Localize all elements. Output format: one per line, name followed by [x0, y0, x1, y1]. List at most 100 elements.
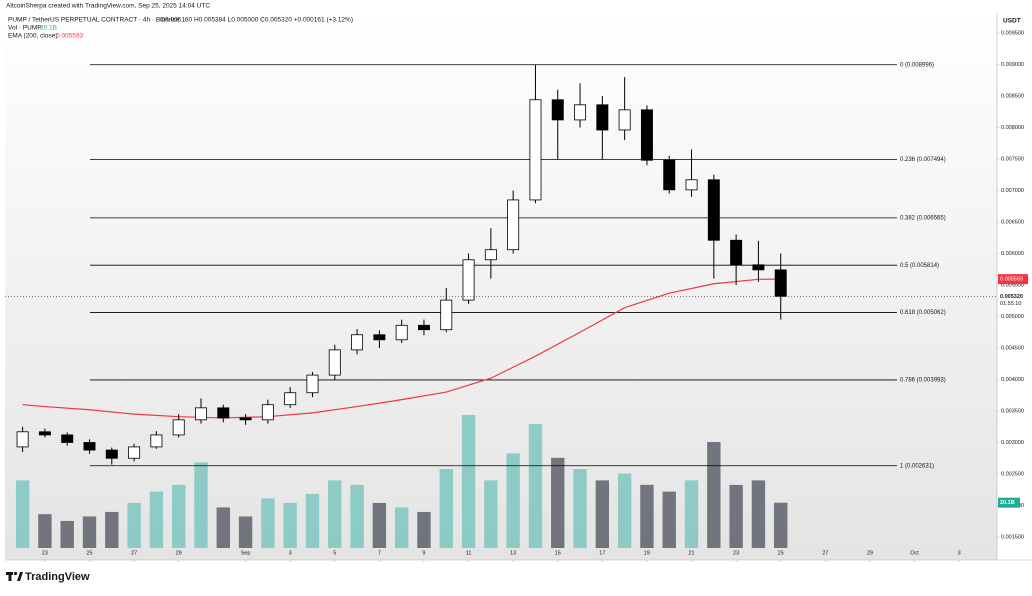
candle-body — [707, 179, 720, 241]
y-tick-label: 0.006000 — [1001, 251, 1024, 257]
candle-body — [417, 324, 430, 331]
candle-body — [640, 109, 653, 161]
ema-legend-value: 0.005593 — [56, 33, 83, 40]
volume-bar — [573, 469, 587, 548]
y-tick-label: 0.005500 — [1001, 282, 1024, 288]
volume-bar — [684, 480, 699, 548]
volume-bar — [439, 469, 453, 548]
candle-body — [306, 374, 319, 394]
candle-body — [440, 299, 453, 331]
volume-bar — [350, 484, 364, 548]
x-tick-label: 19 — [644, 550, 650, 556]
fib-label: 0.236 (0.007494) — [900, 157, 946, 163]
brand-logo — [6, 571, 23, 581]
volume-bar — [774, 502, 788, 548]
x-tick-label: 27 — [131, 550, 137, 556]
volume-bar — [461, 415, 476, 548]
volume-bar — [194, 462, 208, 548]
volume-bar — [640, 484, 654, 548]
fib-label: 1 (0.002631) — [900, 463, 934, 469]
x-tick-label: 15 — [555, 550, 561, 556]
volume-bar — [60, 520, 74, 548]
candle-body — [596, 104, 609, 131]
candle-body — [172, 419, 185, 436]
y-tick-label: 0.008000 — [1001, 125, 1024, 131]
x-tick-label: 17 — [599, 550, 605, 556]
candle-body — [774, 269, 787, 297]
candle-body — [284, 392, 297, 406]
ema-tag — [998, 274, 1028, 285]
y-tick-label: 0.002500 — [1001, 471, 1024, 477]
candle-body — [529, 99, 542, 201]
y-tick-label: 0.009500 — [1001, 30, 1024, 36]
y-tick-label: 0.005000 — [1001, 314, 1024, 320]
y-tick-label: 0.004500 — [1001, 345, 1024, 351]
y-tick-label: 0.003000 — [1001, 440, 1024, 446]
candle-body — [507, 199, 520, 251]
candle-body — [663, 159, 676, 191]
ohlc: O0.005160 H0.005384 L0.005000 C0.005320 … — [160, 17, 353, 24]
x-tick-label: 13 — [510, 550, 516, 556]
fib-label: 0.5 (0.005814) — [900, 263, 939, 269]
volume-bar — [617, 473, 632, 548]
x-tick-label: 29 — [867, 550, 873, 556]
x-tick-label: 5 — [333, 550, 336, 556]
x-tick-label: 7 — [378, 550, 381, 556]
countdown: 01:55:10 — [1000, 301, 1021, 307]
candle-body — [38, 431, 51, 436]
volume-bar — [38, 514, 52, 548]
fib-label: 0 (0.008996) — [900, 62, 934, 68]
volume-bar — [394, 507, 409, 548]
x-tick-label: 11 — [466, 550, 472, 556]
y-tick-label: 0.006500 — [1001, 219, 1024, 225]
volume-bar — [528, 424, 543, 548]
y-tick-label: 0.003500 — [1001, 408, 1024, 414]
x-tick-label: 3 — [289, 550, 292, 556]
candle-body — [61, 434, 74, 443]
volume-bar — [105, 511, 119, 548]
y-tick-label: 0.004000 — [1001, 377, 1024, 383]
symbol: PUMP / TetherUS PERPETUAL CONTRACT · 4h … — [8, 17, 180, 24]
ema-tag-label: 0.005593 — [1000, 277, 1023, 283]
candle-body — [618, 109, 631, 131]
volume-bar — [506, 453, 520, 548]
candle-body — [351, 334, 364, 351]
volume-bar — [662, 491, 676, 548]
last-price-label: 0.005320 — [1000, 294, 1023, 300]
volume-bar — [551, 457, 565, 548]
volume-bar — [127, 502, 141, 548]
y-tick-label: 0.007000 — [1001, 188, 1024, 194]
credit: AltcoinSherpa created with TradingView.c… — [6, 3, 210, 10]
candle-body — [128, 446, 141, 459]
x-tick-label: 3 — [958, 550, 961, 556]
volume-bar — [751, 480, 766, 548]
x-tick-label: Oct — [910, 550, 919, 556]
candle-body — [83, 442, 96, 451]
fib-label: 0.618 (0.005062) — [900, 310, 946, 316]
y-tick-label: 0.008500 — [1001, 93, 1024, 99]
volume-legend-name: Vol · PUMP — [8, 25, 42, 32]
fib-label: 0.786 (0.003993) — [900, 378, 946, 384]
x-tick-label: 23 — [42, 550, 48, 556]
volume-legend-value: 20.1B — [40, 25, 57, 32]
volume-tag — [998, 497, 1020, 508]
volume-bar — [305, 493, 320, 548]
volume-bar — [15, 480, 30, 548]
y-tick-label: 0.009000 — [1001, 62, 1024, 68]
ema-legend-name: EMA (200, close) — [8, 33, 58, 40]
x-tick-label: 23 — [733, 550, 739, 556]
candle-body — [239, 417, 252, 421]
x-tick-label: 25 — [778, 550, 784, 556]
volume-bar — [216, 507, 230, 548]
candle-body — [574, 104, 587, 121]
volume-bar — [328, 480, 342, 548]
candle-body — [395, 324, 408, 341]
candle-body — [462, 259, 475, 301]
candle-body — [685, 179, 698, 191]
volume-bar — [729, 484, 743, 548]
y-tick-label: 0.007500 — [1001, 156, 1024, 162]
x-tick-label: 27 — [822, 550, 828, 556]
volume-bar — [707, 442, 721, 548]
x-tick-label: 29 — [176, 550, 182, 556]
